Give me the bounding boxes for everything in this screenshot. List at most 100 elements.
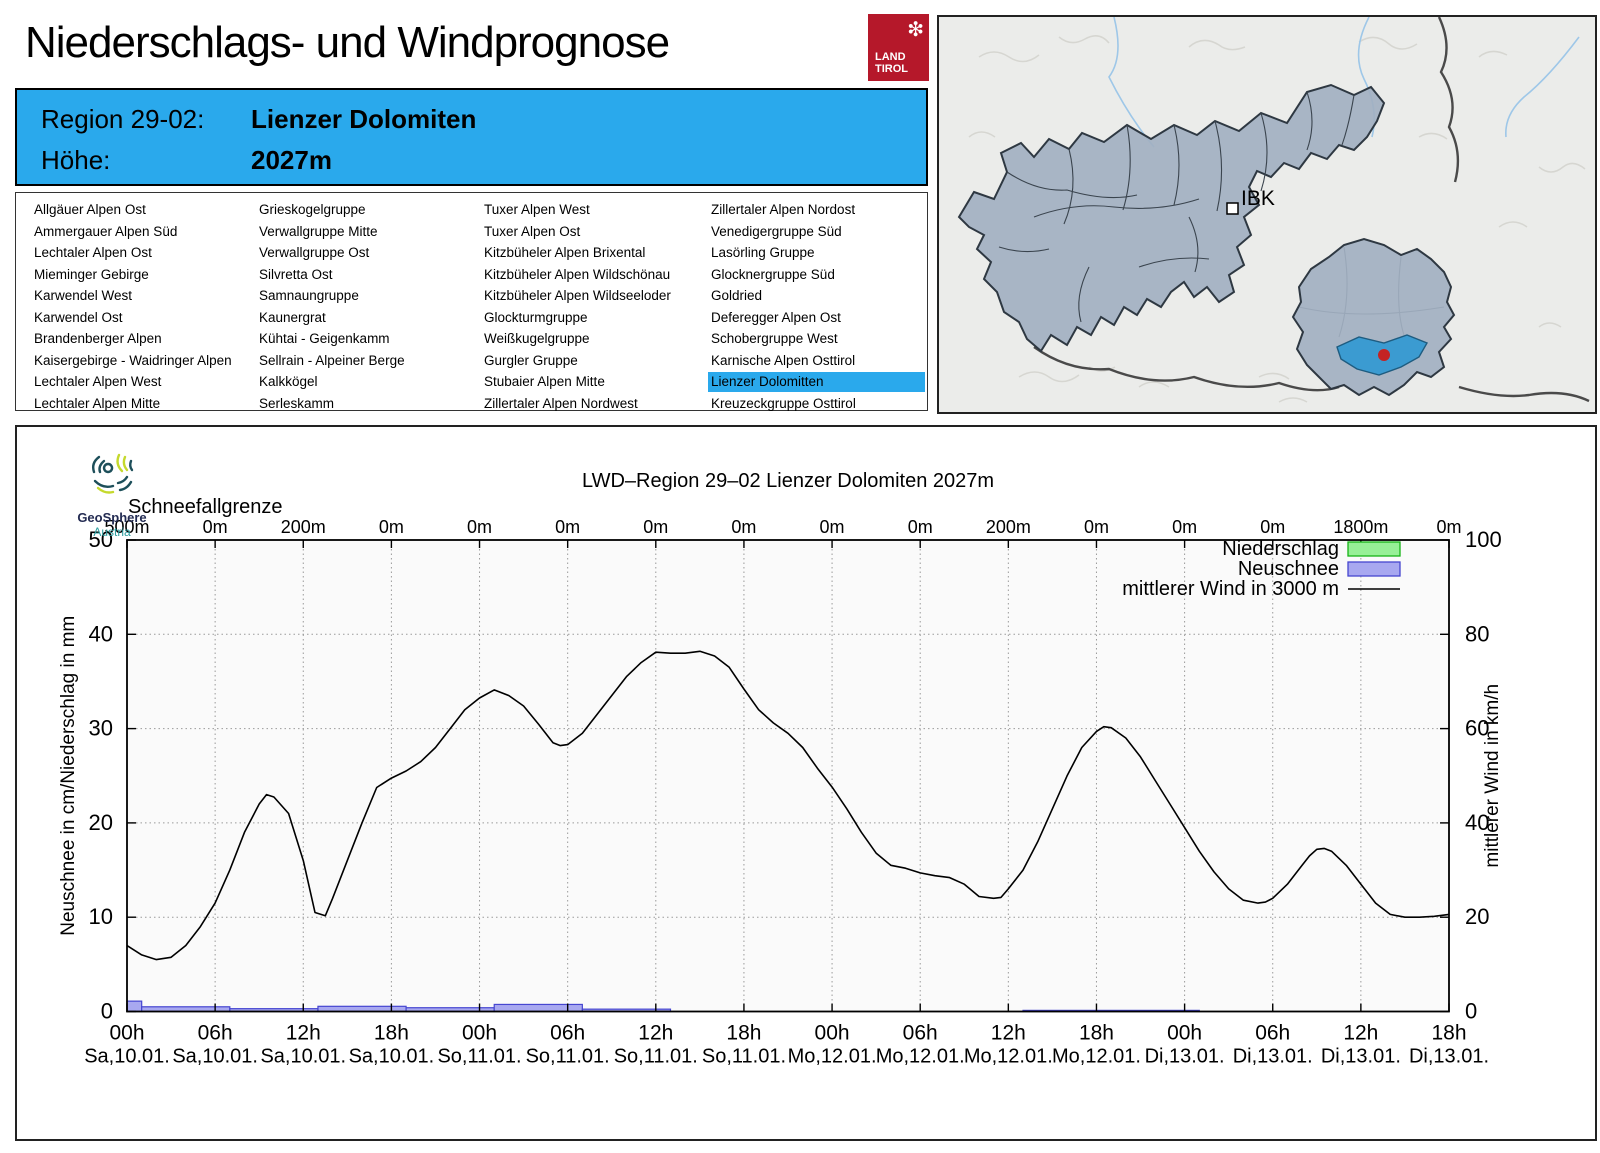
region-list: Allgäuer Alpen Ost Ammergauer Alpen Süd Le… [15,192,928,411]
region-list-item[interactable]: Kreuzeckgruppe Osttirol [711,395,856,411]
legend-label: mittlerer Wind in 3000 m [1122,578,1339,600]
snowline-value: 0m [908,517,933,537]
tirol-map-svg: IBK [939,17,1595,412]
region-list-item[interactable]: Kitzbüheler Alpen Wildseeloder [484,288,671,304]
axis-ticks [126,539,1450,1013]
region-list-item[interactable]: Verwallgruppe Ost [259,245,370,261]
region-list-item[interactable]: Karnische Alpen Osttirol [711,352,856,368]
region-list-item[interactable]: Samnaungruppe [259,288,359,304]
snowline-value: 0m [1172,517,1197,537]
x-tick-time: 00h [462,1022,497,1045]
ytick-right-label: 20 [1465,904,1489,929]
x-tick-date: Sa,10.01. [260,1046,346,1068]
x-tick-date: Sa,10.01. [172,1046,258,1068]
region-list-item[interactable]: Schobergruppe West [711,331,838,347]
chart-title: LWD–Region 29–02 Lienzer Dolomiten 2027m [582,470,994,492]
plot-background [127,540,1449,1012]
region-list-item[interactable]: Kitzbüheler Alpen Wildschönau [484,266,671,282]
region-list-item[interactable]: Lechtaler Alpen West [34,374,162,390]
ytick-right-label: 100 [1465,527,1502,552]
region-list-item[interactable]: Silvretta Ost [259,266,333,282]
land-tirol-logo-text: LAND TIROL [875,51,908,75]
neuschnee-bar [493,1003,583,1013]
x-tick-date: Sa,10.01. [349,1046,435,1068]
wind-line [126,650,1450,961]
tirol-eagle-icon: ❇ [907,19,924,41]
region-list-item[interactable]: Zillertaler Alpen Nordwest [484,395,638,411]
snowline-value: 0m [203,517,228,537]
region-list-item[interactable]: Mieminger Gebirge [34,266,149,282]
right-axis-title: mittlerer Wind in km/h [1482,684,1503,868]
region-list-item[interactable]: Zillertaler Alpen Nordost [711,202,856,217]
ytick-left-label: 0 [101,999,113,1024]
page-title: Niederschlags- und Windprognose [25,18,670,67]
region-list-item[interactable]: Kühtai - Geigenkamm [259,331,390,347]
x-tick-time: 12h [1343,1022,1378,1045]
region-list-item[interactable]: Serleskamm [259,395,335,411]
region-list-item[interactable]: Stubaier Alpen Mitte [484,374,605,390]
region-list-item[interactable]: Ammergauer Alpen Süd [34,223,178,239]
region-list-item[interactable]: Kitzbüheler Alpen Brixental [484,245,646,261]
x-tick-time: 18h [1079,1022,1114,1045]
altitude-label: Höhe: [41,145,111,175]
x-tick-time: 06h [550,1022,585,1045]
x-tick-date: Di,13.01. [1321,1046,1401,1068]
x-tick-date: Mo,12.01. [1052,1046,1141,1068]
x-tick-date: So,11.01. [614,1046,698,1068]
snowline-value: 500m [104,517,149,537]
ytick-left-label: 20 [89,810,113,835]
region-list-item[interactable]: Brandenberger Alpen [34,331,162,347]
region-list-item[interactable]: Tuxer Alpen West [484,202,590,217]
snowline-value: 0m [379,517,404,537]
region-list-item[interactable]: Gurgler Gruppe [484,352,578,368]
snowline-value: 0m [467,517,492,537]
region-list-item[interactable]: Venedigergruppe Süd [711,223,842,239]
ytick-right-label: 40 [1465,810,1489,835]
region-list-item[interactable]: Tuxer Alpen Ost [484,223,581,239]
x-tick-time: 12h [991,1022,1026,1045]
x-tick-date: Di,13.01. [1233,1046,1313,1068]
region-list-item[interactable]: Lechtaler Alpen Mitte [34,395,161,411]
region-list-item[interactable]: Grieskogelgruppe [259,202,366,217]
map-location-dot [1378,349,1390,361]
region-list-item[interactable]: Kaunergrat [259,309,326,325]
x-tick-date: So,11.01. [526,1046,610,1068]
region-list-item[interactable]: Glockturmgruppe [484,309,588,325]
map-region-north-tirol[interactable] [957,83,1386,353]
x-tick-date: Mo,12.01. [788,1046,877,1068]
region-value: Lienzer Dolomiten [251,104,477,134]
ytick-left-label: 50 [89,527,113,552]
ibk-label: IBK [1241,187,1275,210]
geosphere-logo: GeoSphere Austria [57,449,167,539]
region-list-item[interactable]: Weißkugelgruppe [484,331,590,347]
region-list-item[interactable]: Verwallgruppe Mitte [259,223,378,239]
region-list-item[interactable]: Kaisergebirge - Waidringer Alpen [34,352,232,368]
ytick-right-label: 80 [1465,621,1489,646]
region-list-item-selected[interactable]: Lienzer Dolomitten [708,372,925,393]
snowline-value: 0m [731,517,756,537]
region-list-item[interactable]: Lechtaler Alpen Ost [34,245,152,261]
ibk-marker [1226,202,1239,215]
region-list-item[interactable]: Lasörling Gruppe [711,245,815,261]
region-list-item[interactable]: Deferegger Alpen Ost [711,309,841,325]
altitude-row: Höhe: 2027m [41,145,332,176]
terrain-texture [968,35,1586,403]
region-list-item[interactable]: Glocknergruppe Süd [711,266,835,282]
x-tick-date: So,11.01. [437,1046,521,1068]
region-header-box: Region 29-02: Lienzer Dolomiten Höhe: 2027… [15,88,928,186]
region-list-item[interactable]: Karwendel Ost [34,309,123,325]
ytick-left-label: 30 [89,716,113,741]
region-list-item[interactable]: Karwendel West [34,288,133,304]
altitude-value: 2027m [251,145,332,175]
snowline-value: 0m [1084,517,1109,537]
snowline-label: Schneefallgrenze [128,496,283,518]
x-tick-date: So,11.01. [702,1046,786,1068]
region-list-item[interactable]: Sellrain - Alpeiner Berge [259,352,405,368]
x-tick-time: 12h [638,1022,673,1045]
x-tick-time: 18h [1431,1022,1466,1045]
region-list-item[interactable]: Goldried [711,288,763,304]
region-list-item[interactable]: Kalkkögel [259,374,318,390]
geosphere-wordmark: GeoSphere [77,510,147,525]
x-tick-date: Mo,12.01. [876,1046,965,1068]
region-list-item[interactable]: Allgäuer Alpen Ost [34,202,146,217]
